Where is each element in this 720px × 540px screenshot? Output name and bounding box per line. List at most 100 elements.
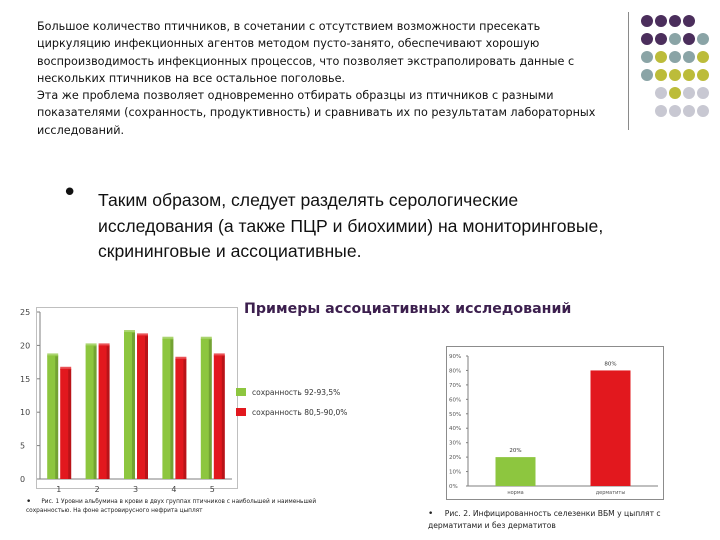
bar-top	[175, 356, 187, 360]
intro-text: Большое количество птичников, в сочетани…	[37, 18, 612, 139]
bar-shade	[145, 335, 148, 479]
decor-dot	[697, 87, 709, 99]
bar-1	[495, 457, 536, 486]
y-tick-label: 50%	[449, 412, 461, 418]
chart2-caption: • Рис. 2. Инфицированность селезенки ВБМ…	[428, 508, 698, 531]
decor-dot	[683, 87, 695, 99]
chart2-caption-text: Инфицированность селезенки ВБМ у цыплят …	[428, 509, 661, 530]
x-tick-label: 1	[56, 485, 61, 494]
legend-item-high: сохранность 92-93,5%	[236, 382, 376, 402]
decor-dot	[641, 15, 653, 27]
chart1-legend: сохранность 92-93,5% сохранность 80,5-90…	[236, 382, 376, 422]
bar-series-2	[213, 355, 225, 479]
decor-dot	[669, 33, 681, 45]
chart2-caption-num: Рис. 2.	[444, 509, 471, 518]
y-tick-label: 70%	[449, 383, 461, 389]
legend-item-low: сохранность 80,5-90,0%	[236, 402, 376, 422]
decor-dot	[683, 105, 695, 117]
decor-dot	[697, 105, 709, 117]
decor-dot	[683, 51, 695, 63]
intro-paragraph-1: Большое количество птичников, в сочетани…	[37, 20, 575, 85]
y-tick-label: 5	[20, 442, 25, 451]
legend-label-low: сохранность 80,5-90,0%	[252, 407, 348, 417]
decor-dot	[683, 33, 695, 45]
chart1-caption: • Рис. 1 Уровни альбумина в крови в двух…	[26, 498, 326, 516]
main-statement-text: Таким образом, следует разделять серолог…	[98, 190, 604, 261]
data-label: 80%	[604, 361, 616, 367]
x-tick-label: 5	[210, 485, 215, 494]
intro-paragraph-2: Эта же проблема позволяет одновременно о…	[37, 89, 596, 137]
decor-dot	[669, 87, 681, 99]
decor-dot	[669, 51, 681, 63]
decor-dot	[641, 69, 653, 81]
y-tick-label: 15	[20, 375, 30, 384]
decor-dot	[697, 51, 709, 63]
y-tick-label: 25	[20, 308, 30, 317]
decor-dot	[655, 51, 667, 63]
albumin-bar-chart: 0 5 10 15 20 25 1 2 3 4 5	[20, 308, 232, 494]
y-tick-label: 60%	[449, 397, 461, 403]
bar-shade	[170, 338, 174, 479]
y-tick-label: 0	[20, 475, 25, 484]
x-tick-label: 4	[171, 485, 176, 494]
bar-top	[60, 366, 72, 370]
decorative-dot-grid	[641, 15, 709, 117]
y-tick-label: 30%	[449, 441, 461, 447]
bar-top	[137, 333, 148, 337]
bar-series-2	[98, 345, 110, 479]
decor-dot	[697, 69, 709, 81]
data-label: 20%	[509, 448, 521, 454]
bar-top	[85, 343, 97, 347]
decor-dot	[655, 87, 667, 99]
chart1-caption-text: Рис. 1 Уровни альбумина в крови в двух г…	[26, 499, 317, 514]
legend-label-high: сохранность 92-93,5%	[252, 387, 341, 397]
bar-shade	[208, 338, 212, 479]
decor-dot	[683, 69, 695, 81]
y-tick-label: 0%	[449, 484, 458, 490]
decor-dot	[655, 105, 667, 117]
main-statement: Таким образом, следует разделять серолог…	[98, 188, 638, 265]
y-tick-label: 90%	[449, 354, 461, 360]
bar-shade	[183, 358, 187, 479]
decor-dot	[683, 15, 695, 27]
bar-shade	[132, 332, 135, 479]
bar-2	[590, 370, 631, 486]
y-tick-label: 10	[20, 408, 30, 417]
bar-top	[200, 336, 212, 340]
decor-dot	[697, 33, 709, 45]
legend-swatch-red	[236, 408, 246, 416]
x-tick-label: дерматиты	[596, 490, 626, 496]
decor-dot	[641, 33, 653, 45]
decor-dot	[655, 33, 667, 45]
legend-swatch-green	[236, 388, 246, 396]
y-tick-label: 10%	[449, 470, 461, 476]
bar-series-1	[124, 332, 135, 479]
bar-shade	[93, 345, 97, 479]
decor-dot	[655, 15, 667, 27]
bar-shade	[221, 355, 225, 479]
decor-dot	[669, 69, 681, 81]
decor-dot	[669, 105, 681, 117]
bar-series-1	[85, 345, 97, 479]
bar-top	[124, 330, 135, 334]
bar-series-2	[175, 358, 187, 479]
caption1-bullet-icon: •	[26, 497, 32, 507]
bar-series-1	[47, 355, 59, 479]
chart1-frame	[36, 307, 238, 489]
y-tick-label: 20%	[449, 455, 461, 461]
bar-top	[213, 353, 225, 357]
divider-line	[628, 12, 629, 130]
bar-top	[47, 353, 59, 357]
examples-title: Примеры ассоциативных исследований	[244, 301, 572, 317]
y-tick-label: 80%	[449, 368, 461, 374]
bar-top	[98, 343, 110, 347]
bar-shade	[106, 345, 110, 479]
decor-dot	[669, 15, 681, 27]
decor-dot	[641, 51, 653, 63]
x-tick-label: 3	[133, 485, 138, 494]
x-tick-label: 2	[95, 485, 100, 494]
caption2-bullet-icon: •	[428, 509, 434, 519]
infection-bar-chart: 0% 10% 20% 30% 40% 50% 60% 70% 80% 90% 20% норма 80%…	[449, 354, 658, 496]
bar-series-2	[60, 368, 72, 479]
x-tick-label: норма	[507, 490, 523, 496]
